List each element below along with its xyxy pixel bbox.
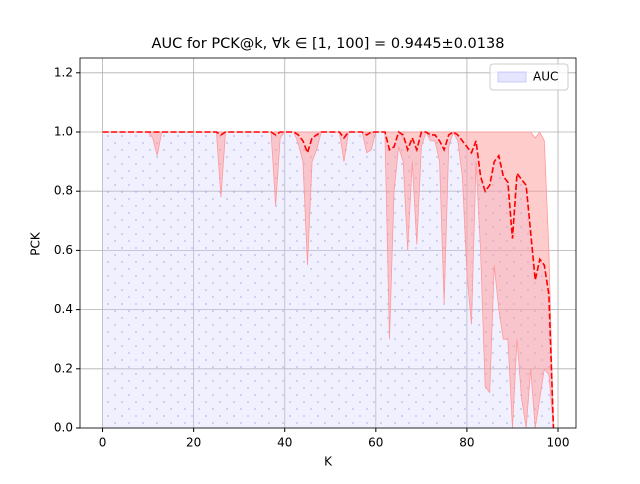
y-tick-label: 0.2 [54,361,73,375]
y-tick-label: 1.2 [54,65,73,79]
x-tick-label: 20 [186,436,201,450]
x-tick-label: 60 [368,436,383,450]
chart-title: AUC for PCK@k, ∀k ∈ [1, 100] = 0.9445±0.… [152,36,505,52]
axes-frame [79,57,577,429]
y-axis-label: PCK [29,231,43,256]
x-tick-label: 0 [99,436,107,450]
y-tick-label: 0.8 [54,184,73,198]
legend-box [489,63,569,91]
x-tick-label: 40 [277,436,292,450]
x-axis-label: K [324,455,333,469]
x-tick-label: 100 [547,436,570,450]
legend-swatch [497,71,527,83]
x-tick-label: 80 [459,436,474,450]
y-tick-label: 0.6 [54,243,73,257]
y-tick-label: 0.4 [54,302,73,316]
legend-label: AUC [533,70,558,84]
y-tick-label: 1.0 [54,125,73,139]
y-tick-label: 0.0 [54,421,73,435]
